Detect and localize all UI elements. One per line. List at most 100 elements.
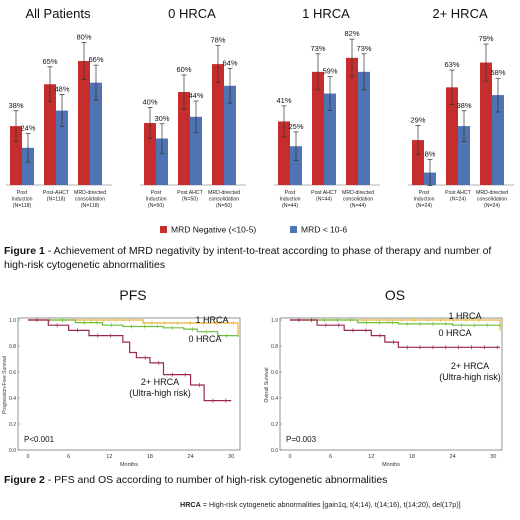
category-label-line: consolidation bbox=[343, 197, 373, 203]
y-tick-label: 0.8 bbox=[9, 344, 16, 350]
x-tick-label: 12 bbox=[106, 454, 112, 460]
curve-annotation: 1 HRCA bbox=[195, 315, 228, 325]
category-label-line: (N=24) bbox=[450, 197, 466, 203]
os-plot: OS 0.0 0.2 0.4 0.6 0.8 1.0 0 6 12 18 24 30 Months Over… bbox=[264, 287, 503, 468]
mrd5-bar bbox=[446, 87, 458, 185]
category-label-line: (N=50) bbox=[216, 203, 232, 209]
category-label-line: (N=50) bbox=[182, 197, 198, 203]
figure-1-caption-label: Figure 1 bbox=[4, 245, 45, 257]
category-label-line: consolidation bbox=[209, 197, 239, 203]
data-label: 63% bbox=[444, 60, 459, 69]
category-label-line: (N=44) bbox=[282, 203, 298, 209]
category-label-line: (N=24) bbox=[484, 203, 500, 209]
category-label-line: consolidation bbox=[75, 197, 105, 203]
mrd5-bar bbox=[212, 64, 224, 185]
figure-1-caption: Figure 1 - Achievement of MRD negativity… bbox=[4, 244, 514, 272]
curve-annotation-line: 1 HRCA bbox=[448, 311, 481, 321]
x-tick-label: 24 bbox=[450, 454, 456, 460]
plot-frame bbox=[17, 317, 241, 451]
mrd5-bar bbox=[78, 61, 90, 185]
y-tick-label: 0.6 bbox=[9, 370, 16, 376]
mrd5-bar bbox=[10, 126, 22, 185]
km-curve bbox=[290, 319, 501, 327]
legend-label-mrd5: MRD Negative (<10-5) bbox=[171, 225, 256, 235]
x-tick-label: 0 bbox=[288, 454, 291, 460]
y-tick-label: 1.0 bbox=[9, 318, 16, 324]
group-title: All Patients bbox=[25, 6, 91, 21]
figure-1-caption-text: - Achievement of MRD negativity by inten… bbox=[4, 245, 492, 271]
mrd5-bar bbox=[312, 71, 324, 185]
category-label-line: consolidation bbox=[477, 197, 507, 203]
data-label: 24% bbox=[20, 124, 35, 133]
p-value: P<0.001 bbox=[24, 435, 55, 444]
figure-2-caption: Figure 2 - PFS and OS according to numbe… bbox=[4, 473, 514, 487]
mrd5-bar bbox=[346, 57, 358, 185]
category-label-line: Induction bbox=[11, 197, 32, 203]
hrca-footnote: HRCA = High-risk cytogenetic abnormaliti… bbox=[180, 500, 516, 509]
category-label-line: MRD-directed bbox=[208, 190, 240, 196]
data-label: 78% bbox=[210, 36, 225, 45]
category-label-line: Induction bbox=[279, 197, 300, 203]
data-label: 44% bbox=[188, 91, 203, 100]
mrd6-bar bbox=[224, 85, 236, 185]
curve-annotation-line: 0 HRCA bbox=[438, 328, 471, 338]
category-label-line: MRD-directed bbox=[74, 190, 106, 196]
x-tick-label: 30 bbox=[490, 454, 496, 460]
km-curve bbox=[290, 319, 500, 348]
plot-frame bbox=[279, 317, 503, 451]
category-label-line: MRD-directed bbox=[342, 190, 374, 196]
bar-legend: MRD Negative (<10-5) MRD < 10-6 bbox=[160, 225, 347, 235]
y-tick-label: 1.0 bbox=[271, 318, 278, 324]
data-label: 48% bbox=[54, 84, 69, 93]
mrd5-bar bbox=[144, 123, 156, 185]
category-label-line: (N=24) bbox=[416, 203, 432, 209]
curve-annotation: 0 HRCA bbox=[188, 334, 221, 344]
group-title: 0 HRCA bbox=[168, 6, 216, 21]
data-label: 65% bbox=[42, 57, 57, 66]
x-tick-label: 6 bbox=[67, 454, 70, 460]
y-tick-label: 0.2 bbox=[9, 422, 16, 428]
pfs-plot: PFS 0.0 0.2 0.4 0.6 0.8 1.0 0 6 12 18 24 30 Months Pro… bbox=[2, 287, 241, 468]
data-label: 60% bbox=[176, 65, 191, 74]
data-label: 73% bbox=[310, 44, 325, 53]
data-label: 29% bbox=[410, 115, 425, 124]
mrd5-bar bbox=[412, 140, 424, 185]
footnote-text: = High-risk cytogenetic abnormalities [g… bbox=[200, 500, 461, 509]
x-tick-label: 18 bbox=[147, 454, 153, 460]
legend-swatch-mrd5 bbox=[160, 226, 167, 233]
category-label-line: Post-AHCT bbox=[43, 190, 70, 196]
data-label: 80% bbox=[76, 32, 91, 41]
data-label: 64% bbox=[222, 58, 237, 67]
x-tick-label: 6 bbox=[329, 454, 332, 460]
pfs-title: PFS bbox=[119, 287, 146, 303]
category-label-line: Post bbox=[17, 190, 28, 196]
mrd6-bar bbox=[56, 110, 68, 185]
x-tick-label: 0 bbox=[26, 454, 29, 460]
curve-annotation-line: 2+ HRCA bbox=[141, 377, 179, 387]
mrd6-bar bbox=[90, 82, 102, 185]
category-label-line: (N=50) bbox=[148, 203, 164, 209]
category-label: Post AHCT (N=44) bbox=[311, 190, 337, 203]
data-label: 79% bbox=[478, 34, 493, 43]
x-axis-label: Months bbox=[120, 462, 138, 468]
mrd5-bar bbox=[178, 92, 190, 185]
data-label: 58% bbox=[490, 68, 505, 77]
data-label: 73% bbox=[356, 44, 371, 53]
data-label: 38% bbox=[8, 101, 23, 110]
curve-annotation-line: 1 HRCA bbox=[195, 315, 228, 325]
category-label-line: MRD-directed bbox=[476, 190, 508, 196]
curve-annotation: 1 HRCA bbox=[448, 311, 481, 321]
data-label: 8% bbox=[425, 150, 436, 159]
data-label: 40% bbox=[142, 98, 157, 107]
mrd5-bar bbox=[278, 121, 290, 185]
category-label: MRD-directed consolidation (N=24) bbox=[476, 190, 508, 209]
curve-annotation-line: 0 HRCA bbox=[188, 334, 221, 344]
y-tick-label: 0.8 bbox=[271, 344, 278, 350]
curve-annotation-line: (Ultra-high risk) bbox=[439, 372, 501, 382]
category-label: Post Induction (N=24) bbox=[413, 190, 434, 209]
x-tick-label: 12 bbox=[368, 454, 374, 460]
category-label: MRD-directed consolidation (N=50) bbox=[208, 190, 240, 209]
